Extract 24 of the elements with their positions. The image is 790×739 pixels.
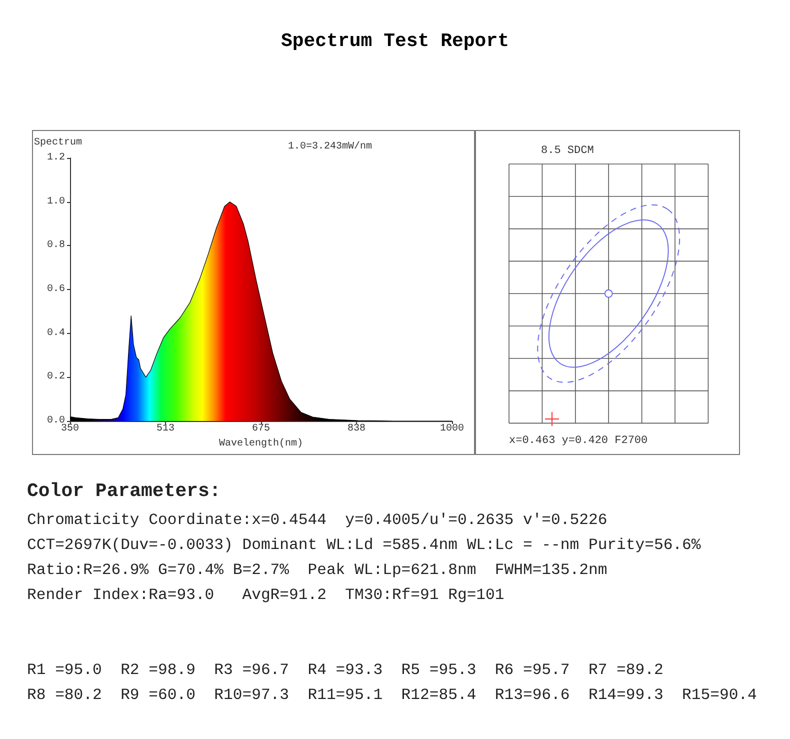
text: 8.5 SDCM [541, 145, 594, 157]
text: x=0.463 y=0.420 F2700 [509, 435, 648, 447]
y-axis-title: Spectrum [34, 138, 82, 148]
x-tick-label: 675 [252, 424, 270, 434]
text: Color Parameters: [27, 480, 222, 502]
y-tick-label: 0.6 [46, 284, 65, 295]
text: R1 =95.0 R2 =98.9 R3 =96.7 R4 =93.3 R5 =95.3 R6 =95.7 R7 =89.2 [27, 660, 664, 681]
x-tick-label: 350 [60, 424, 80, 434]
x-tick-label: 1000 [440, 424, 464, 434]
text: CCT=2697K(Duv=-0.0033) Dominant WL:Ld =585.4nm WL:Lc = --nm Purity=56.6% [27, 535, 702, 556]
text: 1.0=3.243mW/nm [288, 140, 372, 152]
text: Ratio:R=26.9% G=70.4% B=2.7% Peak WL:Lp=621.8nm FWHM=135.2nm [27, 560, 608, 581]
x-tick-label: 513 [156, 424, 175, 434]
x-tick-label: 838 [347, 424, 366, 434]
x-axis-title: Wavelength(nm) [218, 437, 304, 450]
chart-title: Spectrum Test Report [280, 30, 510, 52]
text: R8 =80.2 R9 =60.0 R10=97.3 R11=95.1 R12=85.4 R13=96.6 R14=99.3 R15=90.4 [27, 685, 757, 706]
y-tick-label: 0.8 [46, 240, 65, 252]
y-tick-label: 1.0 [46, 196, 65, 208]
y-tick-label: 1.2 [46, 152, 65, 164]
y-tick-label: 0.4 [46, 328, 65, 339]
text: Chromaticity Coordinate:x=0.4544 y=0.4005/u'=0.2635 v'=0.5226 [27, 510, 608, 531]
text: Render Index:Ra=93.0 AvgR=91.2 TM30:Rf=91 Rg=101 [27, 585, 506, 606]
y-tick-label: 0.2 [46, 372, 65, 383]
